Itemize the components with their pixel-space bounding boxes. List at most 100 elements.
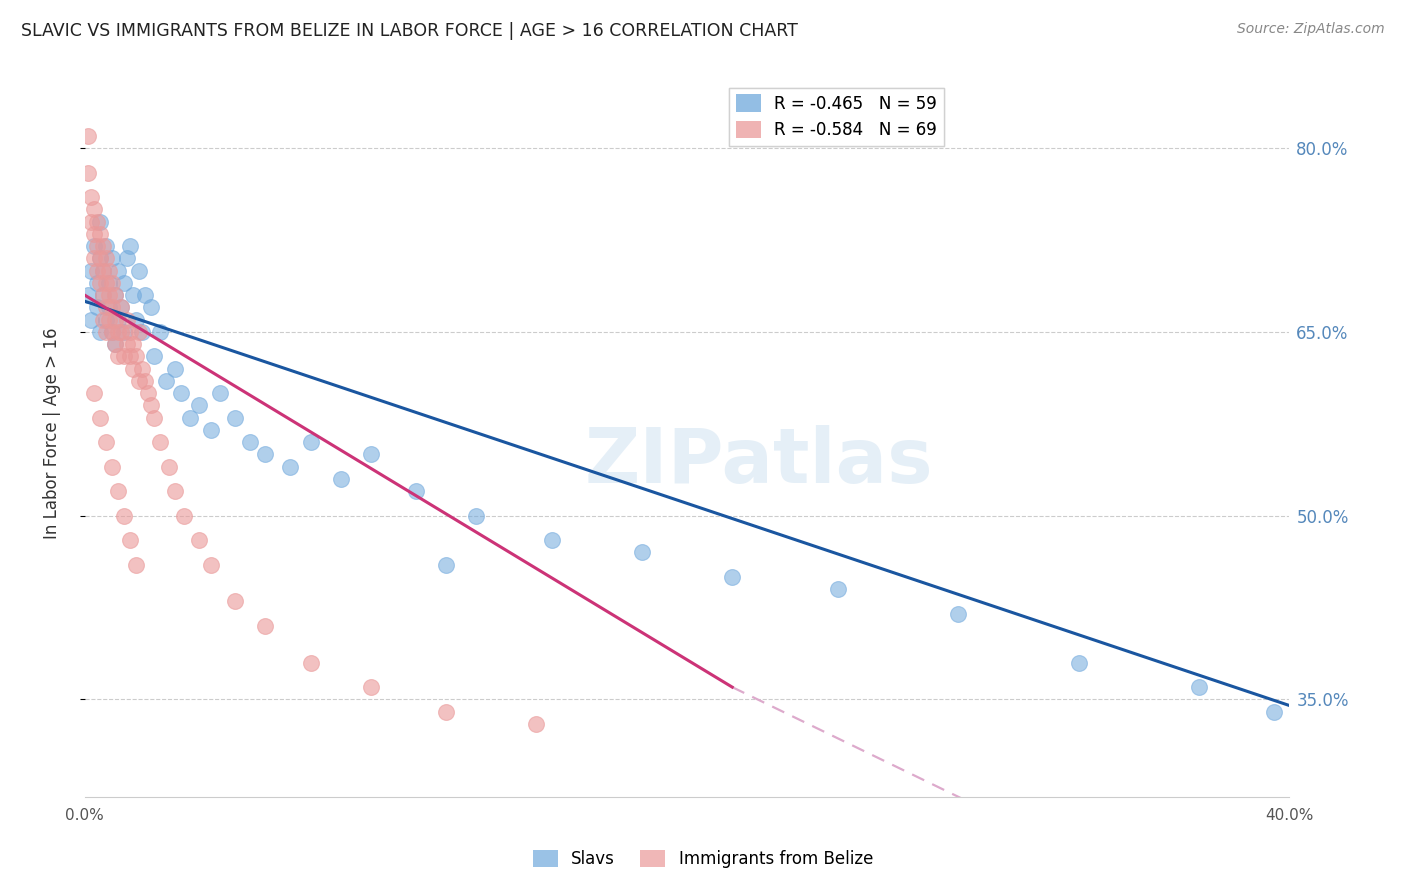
Point — [112, 325, 135, 339]
Point — [128, 374, 150, 388]
Point — [94, 325, 117, 339]
Point — [540, 533, 562, 548]
Point — [224, 410, 246, 425]
Point — [131, 325, 153, 339]
Point — [91, 288, 114, 302]
Point — [83, 386, 105, 401]
Point — [239, 435, 262, 450]
Point — [115, 337, 138, 351]
Point — [526, 717, 548, 731]
Point — [94, 239, 117, 253]
Point — [104, 288, 127, 302]
Point — [101, 252, 124, 266]
Point — [125, 312, 148, 326]
Point — [107, 263, 129, 277]
Point — [101, 301, 124, 315]
Point — [224, 594, 246, 608]
Point — [278, 459, 301, 474]
Point — [83, 227, 105, 241]
Point — [89, 410, 111, 425]
Point — [97, 276, 120, 290]
Point — [89, 252, 111, 266]
Point — [118, 239, 141, 253]
Point — [89, 227, 111, 241]
Point — [97, 288, 120, 302]
Point — [110, 301, 132, 315]
Point — [157, 459, 180, 474]
Point — [94, 276, 117, 290]
Point — [115, 252, 138, 266]
Point — [104, 337, 127, 351]
Point — [112, 508, 135, 523]
Point — [131, 361, 153, 376]
Point — [434, 705, 457, 719]
Point — [134, 288, 156, 302]
Point — [165, 484, 187, 499]
Point — [86, 214, 108, 228]
Point — [80, 312, 103, 326]
Legend: R = -0.465   N = 59, R = -0.584   N = 69: R = -0.465 N = 59, R = -0.584 N = 69 — [730, 87, 943, 145]
Point — [101, 325, 124, 339]
Point — [76, 128, 98, 143]
Point — [110, 301, 132, 315]
Point — [101, 325, 124, 339]
Point — [254, 447, 277, 461]
Point — [86, 301, 108, 315]
Text: ZIPatlas: ZIPatlas — [585, 425, 934, 500]
Point — [143, 350, 166, 364]
Point — [91, 239, 114, 253]
Text: SLAVIC VS IMMIGRANTS FROM BELIZE IN LABOR FORCE | AGE > 16 CORRELATION CHART: SLAVIC VS IMMIGRANTS FROM BELIZE IN LABO… — [21, 22, 799, 40]
Point — [86, 263, 108, 277]
Point — [125, 350, 148, 364]
Point — [122, 288, 145, 302]
Point — [83, 252, 105, 266]
Point — [91, 312, 114, 326]
Point — [104, 312, 127, 326]
Point — [134, 374, 156, 388]
Point — [112, 350, 135, 364]
Point — [89, 325, 111, 339]
Point — [80, 263, 103, 277]
Point — [139, 301, 162, 315]
Point — [76, 288, 98, 302]
Point — [107, 325, 129, 339]
Point — [101, 459, 124, 474]
Point — [104, 337, 127, 351]
Point — [94, 252, 117, 266]
Point — [200, 558, 222, 572]
Point — [434, 558, 457, 572]
Point — [1263, 705, 1285, 719]
Point — [110, 325, 132, 339]
Point — [91, 263, 114, 277]
Point — [1188, 680, 1211, 694]
Point — [89, 214, 111, 228]
Point — [91, 288, 114, 302]
Point — [173, 508, 195, 523]
Point — [405, 484, 427, 499]
Point — [254, 619, 277, 633]
Point — [97, 263, 120, 277]
Point — [329, 472, 352, 486]
Point — [136, 386, 159, 401]
Point — [170, 386, 193, 401]
Point — [188, 533, 211, 548]
Point — [122, 361, 145, 376]
Text: Source: ZipAtlas.com: Source: ZipAtlas.com — [1237, 22, 1385, 37]
Point — [104, 288, 127, 302]
Point — [143, 410, 166, 425]
Point — [299, 656, 322, 670]
Point — [94, 435, 117, 450]
Point — [188, 398, 211, 412]
Point — [89, 276, 111, 290]
Point — [1067, 656, 1090, 670]
Point — [179, 410, 201, 425]
Point — [155, 374, 177, 388]
Point — [128, 263, 150, 277]
Point — [125, 558, 148, 572]
Point — [76, 166, 98, 180]
Point — [80, 214, 103, 228]
Point — [721, 570, 744, 584]
Point — [827, 582, 849, 596]
Point — [165, 361, 187, 376]
Point — [360, 680, 382, 694]
